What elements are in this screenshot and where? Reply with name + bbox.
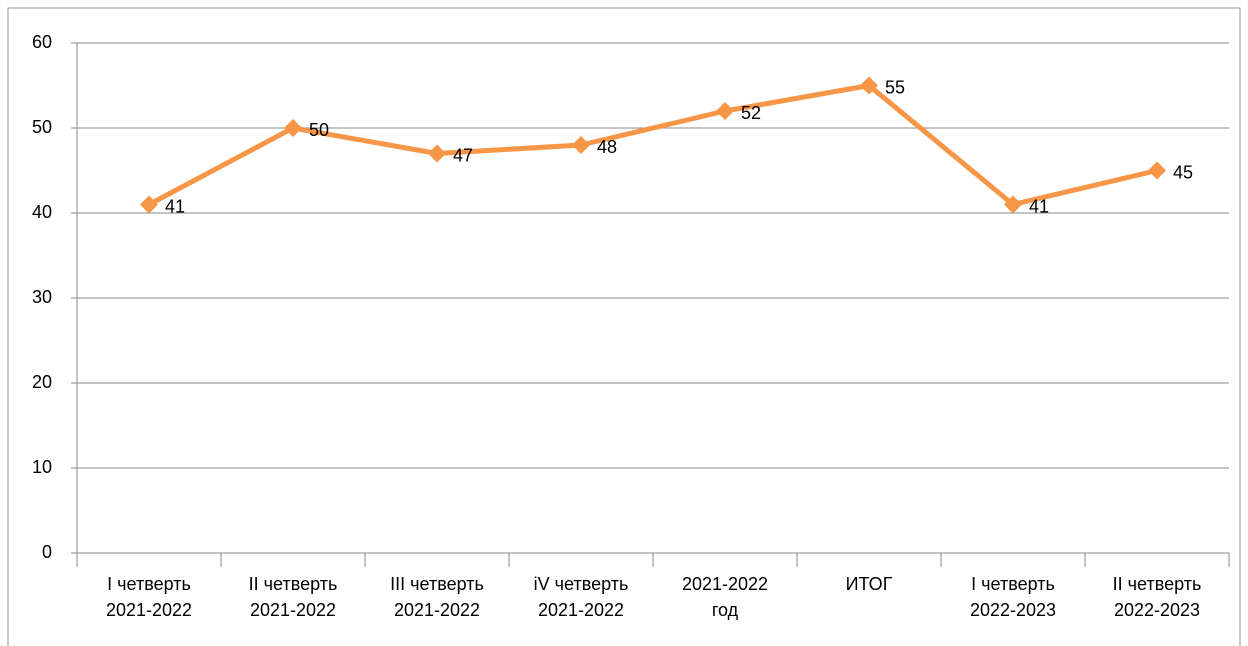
y-tick-label: 0	[42, 542, 52, 562]
x-tick-label: I четверть 2022-2023	[969, 574, 1057, 620]
marker	[716, 102, 734, 120]
x-tick-label: II четверть 2021-2022	[248, 574, 338, 620]
data-label: 48	[597, 137, 617, 157]
data-label: 41	[165, 196, 185, 216]
x-tick-label: iV четверть 2021-2022	[533, 574, 629, 620]
x-tick-label: ИТОГ	[845, 574, 893, 594]
chart-frame	[7, 7, 1241, 646]
y-tick-label: 40	[32, 202, 52, 222]
data-label: 47	[453, 145, 473, 165]
marker	[284, 119, 302, 137]
series-line	[147, 83, 1158, 207]
marker	[428, 144, 446, 163]
y-tick-label: 20	[32, 372, 52, 392]
data-label: 50	[309, 120, 329, 140]
marker	[1004, 195, 1022, 214]
data-label: 41	[1029, 196, 1049, 216]
data-label: 55	[885, 77, 905, 97]
marker	[860, 76, 878, 95]
x-tick-label: 2021-2022 год	[681, 574, 769, 620]
y-tick-label: 60	[32, 32, 52, 52]
marker	[572, 136, 590, 154]
x-tick-label: II четверть 2022-2023	[1112, 574, 1202, 620]
y-tick-label: 50	[32, 117, 52, 137]
x-tick-label: I четверть 2021-2022	[105, 574, 193, 620]
data-label: 52	[741, 103, 761, 123]
marker	[1148, 161, 1166, 180]
y-tick-label: 10	[32, 457, 52, 477]
data-label: 45	[1173, 162, 1193, 182]
marker	[140, 195, 158, 214]
x-tick-label: III четверть 2021-2022	[390, 574, 484, 620]
y-tick-label: 30	[32, 287, 52, 307]
